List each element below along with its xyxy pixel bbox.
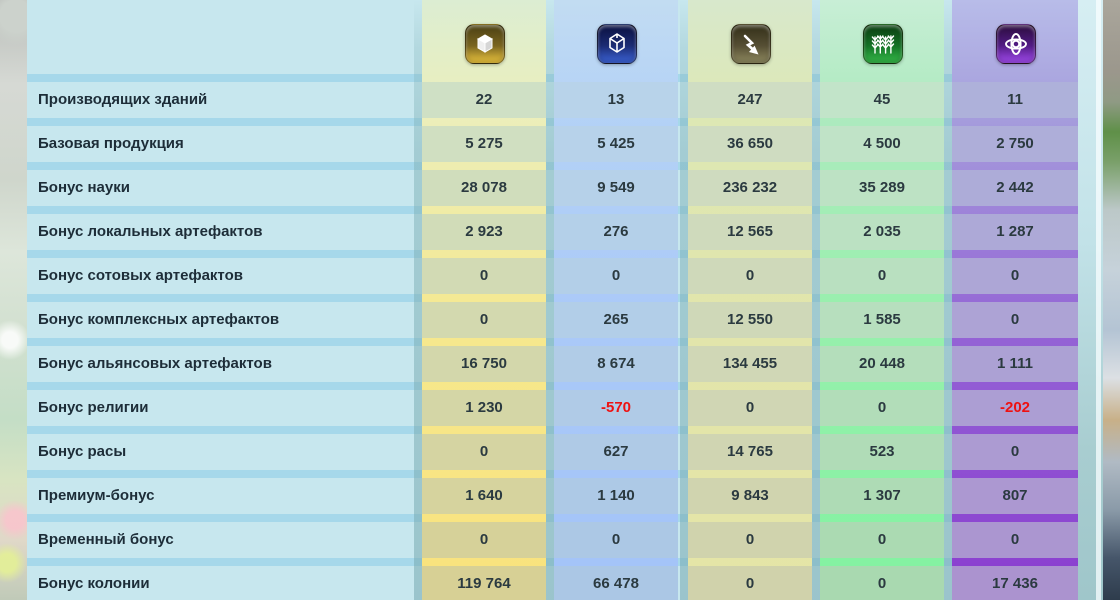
value-cell: 0 [554, 522, 678, 558]
value-cell: 0 [952, 434, 1078, 470]
table-row: Временный бонус 0 0 0 0 0 [0, 514, 1120, 558]
row-label: Бонус сотовых артефактов [38, 267, 243, 284]
value-cell: -570 [554, 390, 678, 426]
value-cell: 9 843 [688, 478, 812, 514]
value-cell: 0 [554, 258, 678, 294]
row-label: Базовая продукция [38, 135, 184, 152]
value-cell: 2 035 [820, 214, 944, 250]
table-row: Бонус сотовых артефактов 0 0 0 0 0 [0, 250, 1120, 294]
value-cell: 1 230 [422, 390, 546, 426]
value-cell: 20 448 [820, 346, 944, 382]
lightning-arrow-icon [731, 24, 771, 64]
value-cell: 807 [952, 478, 1078, 514]
value-cell: 4 500 [820, 126, 944, 162]
row-label: Бонус религии [38, 399, 149, 416]
value-cell: 66 478 [554, 566, 678, 600]
table-row: Производящих зданий 22 13 247 45 11 [0, 74, 1120, 118]
row-label: Бонус комплексных артефактов [38, 311, 280, 328]
value-cell: 265 [554, 302, 678, 338]
value-cell: 0 [952, 302, 1078, 338]
cube-icon [465, 24, 505, 64]
column-gutter [546, 0, 554, 600]
value-cell: 0 [422, 302, 546, 338]
value-cell: 35 289 [820, 170, 944, 206]
value-cell: 134 455 [688, 346, 812, 382]
value-cell: 0 [820, 566, 944, 600]
value-cell: 0 [820, 390, 944, 426]
value-cell: 22 [422, 82, 546, 118]
value-cell: 45 [820, 82, 944, 118]
wheat-icon [863, 24, 903, 64]
value-cell: 9 549 [554, 170, 678, 206]
value-cell: 5 425 [554, 126, 678, 162]
row-label: Временный бонус [38, 531, 174, 548]
panel-right-edge [1078, 0, 1103, 600]
column-gutter [944, 0, 952, 600]
column-gutter [812, 0, 820, 600]
value-cell: 0 [952, 522, 1078, 558]
row-label: Бонус колонии [38, 575, 150, 592]
table-row: Бонус альянсовых артефактов 16 750 8 674… [0, 338, 1120, 382]
value-cell: 0 [820, 522, 944, 558]
value-cell: 28 078 [422, 170, 546, 206]
value-cell: 523 [820, 434, 944, 470]
value-cell: 1 585 [820, 302, 944, 338]
value-cell: 8 674 [554, 346, 678, 382]
value-cell: 1 640 [422, 478, 546, 514]
value-cell: 2 750 [952, 126, 1078, 162]
row-label: Бонус локальных артефактов [38, 223, 263, 240]
row-label: Премиум-бонус [38, 487, 155, 504]
value-cell: 236 232 [688, 170, 812, 206]
table-row: Бонус науки 28 078 9 549 236 232 35 289 … [0, 162, 1120, 206]
value-cell: -202 [952, 390, 1078, 426]
background-scenery-left [0, 0, 27, 600]
value-cell: 2 923 [422, 214, 546, 250]
atom-icon [996, 24, 1036, 64]
table-row: Премиум-бонус 1 640 1 140 9 843 1 307 80… [0, 470, 1120, 514]
value-cell: 0 [688, 566, 812, 600]
row-label: Бонус расы [38, 443, 127, 460]
value-cell: 16 750 [422, 346, 546, 382]
table-row: Бонус комплексных артефактов 0 265 12 55… [0, 294, 1120, 338]
value-cell: 14 765 [688, 434, 812, 470]
value-cell: 1 287 [952, 214, 1078, 250]
column-gutter [414, 0, 422, 600]
value-cell: 1 307 [820, 478, 944, 514]
value-cell: 627 [554, 434, 678, 470]
value-cell: 0 [952, 258, 1078, 294]
value-cell: 2 442 [952, 170, 1078, 206]
row-label: Бонус науки [38, 179, 130, 196]
column-gutter [680, 0, 688, 600]
value-cell: 1 140 [554, 478, 678, 514]
table-row: Бонус колонии 119 764 66 478 0 0 17 436 [0, 558, 1120, 600]
crystal-icon [597, 24, 637, 64]
value-cell: 5 275 [422, 126, 546, 162]
value-cell: 0 [688, 258, 812, 294]
value-cell: 12 550 [688, 302, 812, 338]
value-cell: 17 436 [952, 566, 1078, 600]
table-row: Бонус расы 0 627 14 765 523 0 [0, 426, 1120, 470]
background-scenery-right [1103, 0, 1120, 600]
value-cell: 11 [952, 82, 1078, 118]
table-row: Базовая продукция 5 275 5 425 36 650 4 5… [0, 118, 1120, 162]
value-cell: 12 565 [688, 214, 812, 250]
value-cell: 276 [554, 214, 678, 250]
value-cell: 247 [688, 82, 812, 118]
value-cell: 0 [688, 390, 812, 426]
value-cell: 0 [688, 522, 812, 558]
value-cell: 1 111 [952, 346, 1078, 382]
value-cell: 36 650 [688, 126, 812, 162]
value-cell: 0 [422, 258, 546, 294]
value-cell: 13 [554, 82, 678, 118]
value-cell: 0 [422, 434, 546, 470]
row-label: Производящих зданий [38, 91, 208, 108]
table-row: Бонус религии 1 230 -570 0 0 -202 [0, 382, 1120, 426]
value-cell: 119 764 [422, 566, 546, 600]
value-cell: 0 [820, 258, 944, 294]
table-row: Бонус локальных артефактов 2 923 276 12 … [0, 206, 1120, 250]
table-rows: Производящих зданий 22 13 247 45 11 Базо… [0, 74, 1120, 600]
value-cell: 0 [422, 522, 546, 558]
row-label: Бонус альянсовых артефактов [38, 355, 272, 372]
